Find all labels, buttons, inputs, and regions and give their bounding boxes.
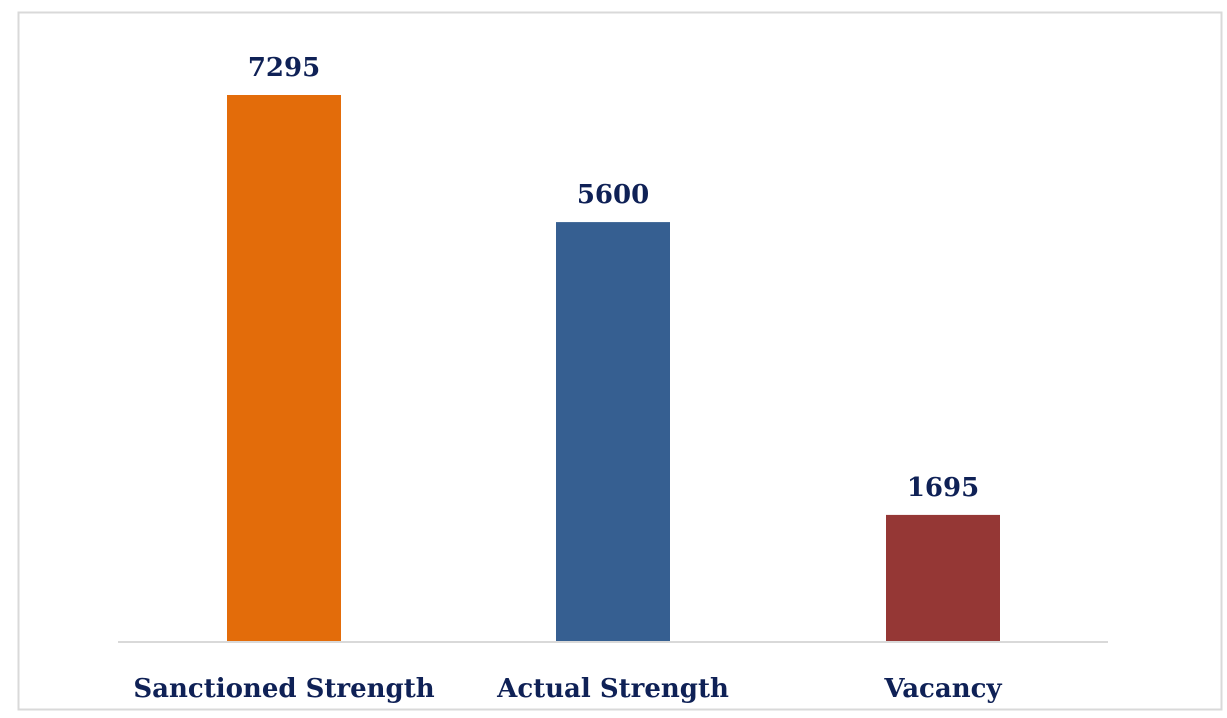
category-label: Vacancy xyxy=(883,674,1002,704)
category-label: Sanctioned Strength xyxy=(133,674,434,704)
category-label: Actual Strength xyxy=(496,674,729,704)
bar-sanctioned-strength xyxy=(227,95,341,642)
data-label: 1695 xyxy=(907,473,979,503)
data-label: 5600 xyxy=(577,180,649,210)
bar-vacancy xyxy=(886,514,1000,642)
bar-actual-strength xyxy=(556,222,670,643)
data-label: 7295 xyxy=(248,53,320,83)
